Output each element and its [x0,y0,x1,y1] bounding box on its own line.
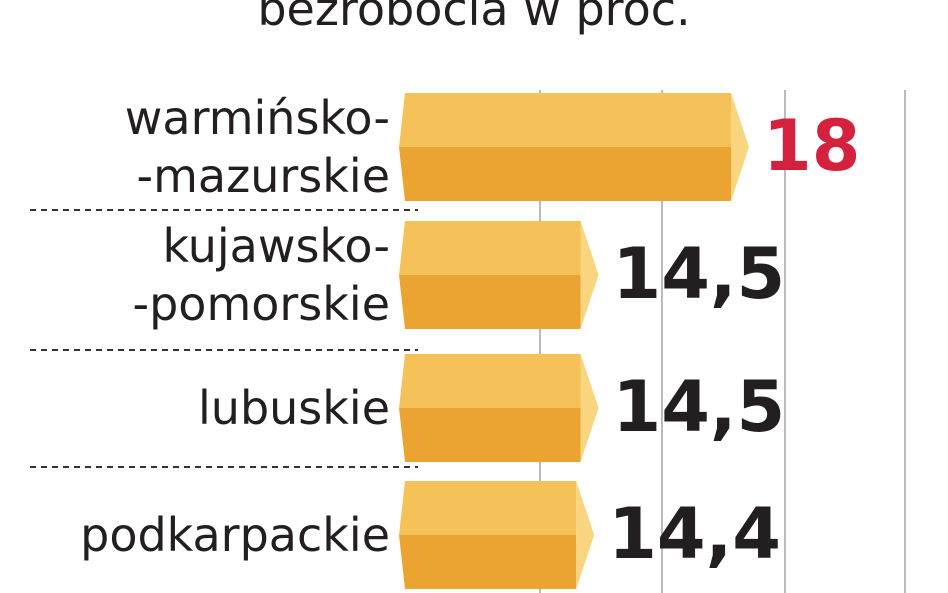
bar-tip [580,221,599,329]
bar [399,354,599,462]
bar-bottom [399,147,731,201]
bar-tip [731,93,749,201]
bar-tip [576,481,595,589]
value-label: 18 [763,105,860,187]
value-label: 14,5 [613,366,786,448]
category-label: warmińsko- -mazurskie [124,91,390,203]
bar [399,93,749,201]
bar-bottom [399,275,581,329]
bar-top [399,481,577,535]
bar-tip [580,354,599,462]
category-label: podkarpackie [80,508,390,562]
bar-bottom [399,535,577,589]
bar [399,221,599,329]
bar-bottom [399,408,581,462]
value-label: 14,5 [613,233,786,315]
separators [30,209,418,468]
bar [399,481,595,589]
category-label: kujawsko- -pomorskie [132,219,391,331]
value-label: 14,4 [608,493,781,575]
bar-top [399,93,731,147]
category-label: lubuskie [198,381,390,435]
bar-top [399,221,581,275]
bar-top [399,354,581,408]
chart-title: bezrobocia w proc. [257,0,691,36]
